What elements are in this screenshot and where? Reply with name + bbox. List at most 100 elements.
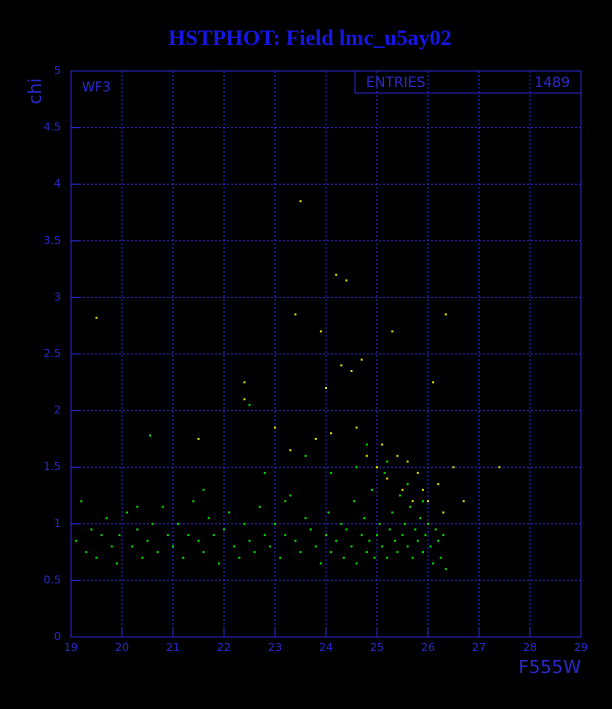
scatter-point bbox=[416, 539, 419, 542]
scatter-point bbox=[268, 545, 271, 548]
scatter-point bbox=[376, 534, 378, 537]
scatter-point bbox=[325, 386, 327, 389]
scatter-point bbox=[319, 330, 322, 333]
scatter-point bbox=[151, 522, 154, 525]
plot-frame bbox=[70, 70, 582, 638]
x-tick-label: 23 bbox=[268, 641, 282, 654]
scatter-point bbox=[355, 562, 358, 565]
scatter-point bbox=[404, 522, 407, 525]
scatter-point bbox=[182, 556, 185, 559]
x-tick-label: 24 bbox=[319, 641, 333, 654]
scatter-point bbox=[370, 488, 373, 491]
scatter-point bbox=[378, 522, 381, 525]
scatter-point bbox=[342, 556, 345, 559]
scatter-point bbox=[243, 522, 246, 525]
scatter-point bbox=[393, 539, 396, 542]
scatter-point bbox=[401, 488, 404, 491]
scatter-point bbox=[439, 556, 442, 559]
scatter-point bbox=[432, 562, 435, 565]
scatter-point bbox=[421, 488, 424, 491]
scatter-point bbox=[80, 500, 83, 503]
scatter-point bbox=[118, 534, 121, 537]
scatter-point bbox=[360, 534, 363, 537]
scatter-point bbox=[223, 528, 225, 531]
scatter-point bbox=[365, 551, 368, 554]
scatter-point bbox=[421, 500, 424, 503]
scatter-point bbox=[202, 551, 205, 554]
scatter-point bbox=[409, 505, 412, 508]
scatter-point bbox=[386, 477, 389, 480]
scatter-point bbox=[90, 528, 93, 531]
scatter-point bbox=[365, 454, 368, 457]
scatter-point bbox=[115, 562, 118, 565]
scatter-point bbox=[391, 511, 394, 514]
scatter-point bbox=[126, 511, 129, 514]
scatter-point bbox=[414, 528, 417, 531]
x-tick-label: 27 bbox=[472, 641, 486, 654]
scatter-point bbox=[419, 517, 422, 520]
scatter-point bbox=[340, 522, 343, 525]
scatter-point bbox=[238, 556, 241, 559]
x-tick-label: 21 bbox=[166, 641, 180, 654]
scatter-point bbox=[85, 551, 88, 554]
scatter-point bbox=[444, 568, 447, 571]
scatter-point bbox=[197, 539, 200, 542]
scatter-point bbox=[452, 466, 455, 469]
scatter-point bbox=[192, 500, 195, 503]
scatter-point bbox=[243, 398, 246, 401]
y-tick-label: 1.5 bbox=[44, 460, 62, 473]
scatter-point bbox=[330, 432, 333, 435]
scatter-point bbox=[248, 403, 251, 406]
scatter-point bbox=[294, 313, 297, 316]
x-axis-label: F555W bbox=[518, 657, 581, 678]
scatter-point bbox=[406, 483, 409, 486]
stats-value: 1489 bbox=[534, 75, 570, 91]
scatter-point bbox=[427, 500, 429, 503]
scatter-point bbox=[294, 539, 297, 542]
y-tick-label: 3 bbox=[54, 290, 61, 303]
y-tick-label: 1 bbox=[54, 517, 61, 530]
scatter-point bbox=[325, 534, 327, 537]
scatter-point bbox=[429, 545, 432, 548]
x-tick-label: 29 bbox=[574, 641, 588, 654]
scatter-point bbox=[388, 528, 391, 531]
scatter-point bbox=[432, 381, 435, 384]
scatter-point bbox=[279, 556, 282, 559]
y-tick-label: 4.5 bbox=[44, 121, 62, 134]
scatter-point bbox=[284, 534, 287, 537]
scatter-point bbox=[437, 483, 440, 486]
x-tick-label: 28 bbox=[523, 641, 537, 654]
scatter-point bbox=[421, 551, 424, 554]
scatter-point bbox=[299, 551, 302, 554]
scatter-point bbox=[212, 534, 215, 537]
y-tick-label: 0 bbox=[54, 630, 61, 643]
scatter-point bbox=[233, 545, 236, 548]
scatter-point bbox=[289, 449, 292, 452]
y-tick-label: 4 bbox=[54, 177, 61, 190]
scatter-point bbox=[365, 443, 368, 446]
x-tick-label: 26 bbox=[421, 641, 435, 654]
scatter-point bbox=[177, 522, 180, 525]
scatter-point bbox=[427, 522, 429, 525]
scatter-point bbox=[406, 545, 409, 548]
x-tick-label: 22 bbox=[217, 641, 231, 654]
scatter-point bbox=[442, 511, 445, 514]
scatter-point bbox=[335, 273, 338, 276]
scatter-point bbox=[396, 551, 399, 554]
scatter-point bbox=[299, 200, 302, 203]
scatter-point bbox=[217, 562, 220, 565]
scatter-point bbox=[353, 500, 356, 503]
scatter-point bbox=[248, 539, 251, 542]
scatter-point bbox=[398, 494, 401, 497]
scatter-point bbox=[166, 534, 169, 537]
scatter-point bbox=[319, 562, 322, 565]
scatter-point bbox=[228, 511, 231, 514]
scatter-point bbox=[161, 505, 164, 508]
scatter-point bbox=[258, 505, 261, 508]
panel-annotation: WF3 bbox=[82, 81, 111, 96]
scatter-point bbox=[335, 539, 338, 542]
scatter-point bbox=[340, 364, 343, 367]
scatter-point bbox=[360, 358, 363, 361]
scatter-point bbox=[434, 528, 437, 531]
scatter-point bbox=[383, 471, 386, 474]
